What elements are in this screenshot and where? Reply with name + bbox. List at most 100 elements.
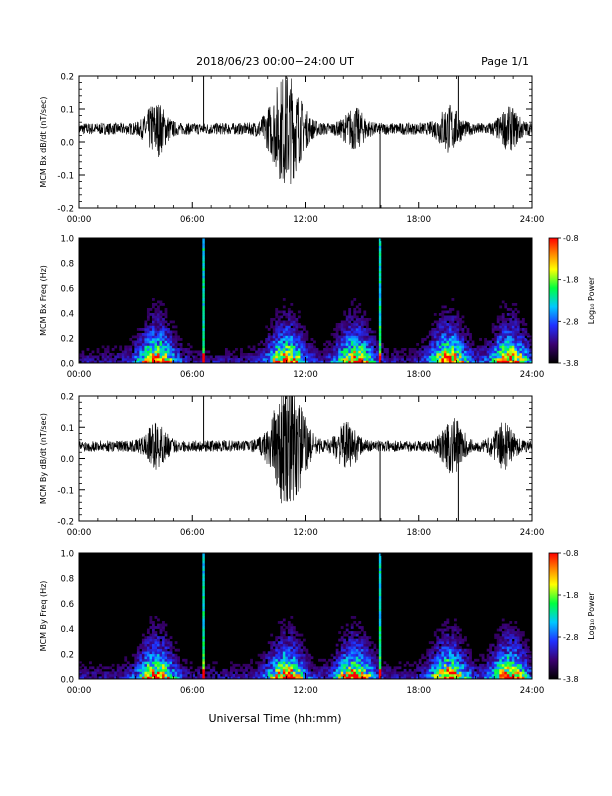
spectrogram-cell: [277, 643, 281, 647]
spectrogram-cell: [172, 656, 175, 660]
spectrogram-cell: [386, 666, 389, 670]
spectrogram-cell: [431, 355, 435, 359]
spectrogram-cell: [169, 676, 173, 680]
spectrogram-cell: [169, 673, 173, 677]
spectrogram-cell: [328, 676, 331, 680]
vertical-line-cell: [202, 350, 205, 354]
spectrogram-cell: [194, 668, 198, 672]
spectrogram-cell: [396, 676, 399, 680]
spectrogram-cell: [280, 330, 284, 334]
spectrogram-cell: [524, 348, 528, 351]
spectrogram-cell: [280, 340, 284, 344]
spectrogram-cell: [353, 330, 357, 334]
spectrogram-cell: [504, 343, 508, 346]
spectrogram-cell: [433, 343, 437, 346]
spectrogram-cell: [451, 661, 455, 665]
spectrogram-cell: [370, 348, 374, 351]
spectrogram-cell: [287, 333, 291, 336]
spectrogram-cell: [295, 651, 299, 655]
spectrogram-cell: [184, 360, 188, 364]
spectrogram-cell: [177, 671, 180, 675]
spectrogram-cell: [267, 641, 271, 645]
spectrogram-cell: [486, 355, 490, 359]
spectrogram-cell: [119, 671, 123, 675]
spectrogram-cell: [494, 355, 498, 359]
spectrogram-cell: [504, 651, 508, 655]
spectrogram-cell: [146, 338, 150, 341]
spectrogram-cell: [157, 340, 160, 344]
spectrogram-cell: [121, 671, 125, 675]
spectrogram-cell: [149, 618, 153, 622]
spectrogram-cell: [177, 335, 180, 339]
spectrogram-cell: [116, 666, 120, 670]
spectrogram-cell: [227, 358, 231, 361]
spectrogram-cell: [323, 668, 326, 672]
spectrogram-cell: [521, 663, 525, 667]
spectrogram-cell: [250, 355, 253, 359]
spectrogram-cell: [519, 653, 523, 657]
spectrogram-cell: [287, 661, 291, 665]
spectrogram-cell: [471, 358, 475, 361]
spectrogram-cell: [167, 653, 170, 657]
spectrogram-cell: [257, 348, 261, 351]
page-title: 2018/06/23 00:00−24:00 UT: [196, 55, 354, 68]
spectrogram-cell: [516, 348, 520, 351]
spectrogram-cell: [506, 628, 510, 632]
spectrogram-cell: [282, 330, 286, 334]
spectrogram-cell: [174, 345, 178, 349]
vertical-line-cell: [202, 590, 205, 594]
vertical-line-cell: [202, 315, 205, 319]
spectrogram-cell: [516, 656, 520, 660]
spectrogram-cell: [466, 676, 470, 680]
spectrogram-cell: [338, 658, 342, 662]
spectrogram-cell: [453, 658, 457, 662]
spectrogram-cell: [446, 310, 450, 314]
spectrogram-cell: [144, 646, 148, 650]
spectrogram-cell: [406, 673, 409, 677]
vertical-line-cell: [202, 340, 205, 344]
spectrogram-cell: [499, 666, 503, 670]
spectrogram-cell: [340, 676, 344, 680]
spectrogram-cell: [381, 360, 384, 364]
spectrogram-cell: [141, 673, 145, 677]
spectrogram-cell: [169, 335, 173, 339]
spectrogram-cell: [328, 668, 331, 672]
spectrogram-cell: [267, 668, 271, 672]
spectrogram-cell: [360, 628, 364, 632]
spectrogram-cell: [275, 668, 279, 672]
spectrogram-cell: [109, 676, 113, 680]
spectrogram-cell: [272, 335, 276, 339]
spectrogram-cell: [408, 360, 412, 364]
spectrogram-cell: [408, 668, 412, 672]
spectrogram-cell: [453, 673, 457, 677]
x-tick-label: 00:00: [67, 528, 92, 538]
spectrogram-cell: [267, 673, 271, 677]
spectrogram-cell: [511, 340, 515, 344]
spectrogram-cell: [272, 663, 276, 667]
spectrogram-cell: [348, 345, 352, 349]
spectrogram-cell: [388, 673, 392, 677]
spectrogram-cell: [431, 658, 435, 662]
spectrogram-cell: [111, 673, 115, 677]
spectrogram-cell: [300, 648, 304, 652]
spectrogram-cell: [139, 643, 143, 647]
spectrogram-cell: [350, 653, 354, 657]
spectrogram-cell: [431, 340, 435, 344]
spectrogram-cell: [84, 673, 87, 677]
spectrogram-cell: [277, 668, 281, 672]
spectrogram-cell: [144, 328, 148, 331]
spectrogram-cell: [149, 308, 153, 311]
spectrogram-cell: [355, 661, 359, 665]
spectrogram-cell: [167, 355, 170, 359]
spectrogram-cell: [154, 315, 158, 319]
spectrogram-cell: [292, 628, 296, 632]
spectrogram-cell: [398, 673, 402, 677]
x-tick-label: 06:00: [180, 528, 205, 538]
spectrogram-cell: [363, 320, 367, 324]
spectrogram-cell: [302, 358, 306, 361]
spectrogram-cell: [257, 360, 261, 364]
spectrogram-cell: [111, 671, 115, 675]
spectrogram-cell: [469, 333, 472, 336]
spectrogram-cell: [436, 628, 440, 632]
